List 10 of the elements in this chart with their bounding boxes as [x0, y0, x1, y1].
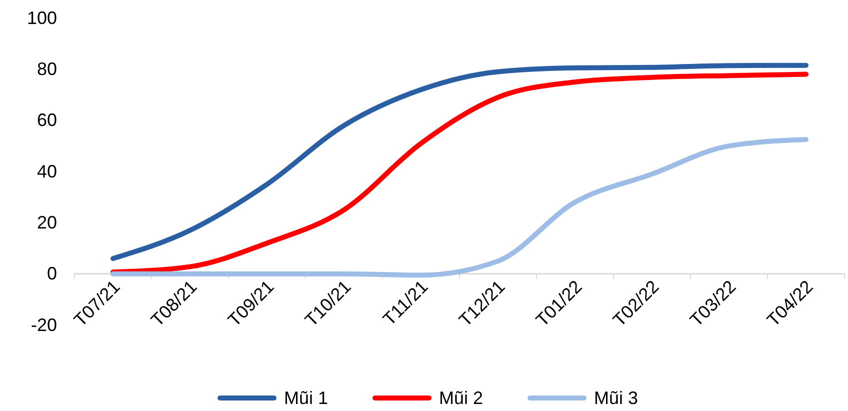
y-tick-label: 40	[36, 161, 57, 182]
legend-label: Mũi 2	[439, 388, 484, 408]
legend-label: Mũi 1	[284, 388, 328, 408]
y-tick-label: 0	[46, 264, 57, 284]
legend-label: Mũi 3	[594, 388, 638, 408]
y-tick-label: -20	[30, 314, 57, 335]
y-tick-label: 60	[36, 110, 57, 130]
y-tick-label: 100	[26, 8, 57, 28]
y-tick-label: 20	[36, 212, 57, 232]
y-tick-label: 80	[36, 58, 57, 79]
